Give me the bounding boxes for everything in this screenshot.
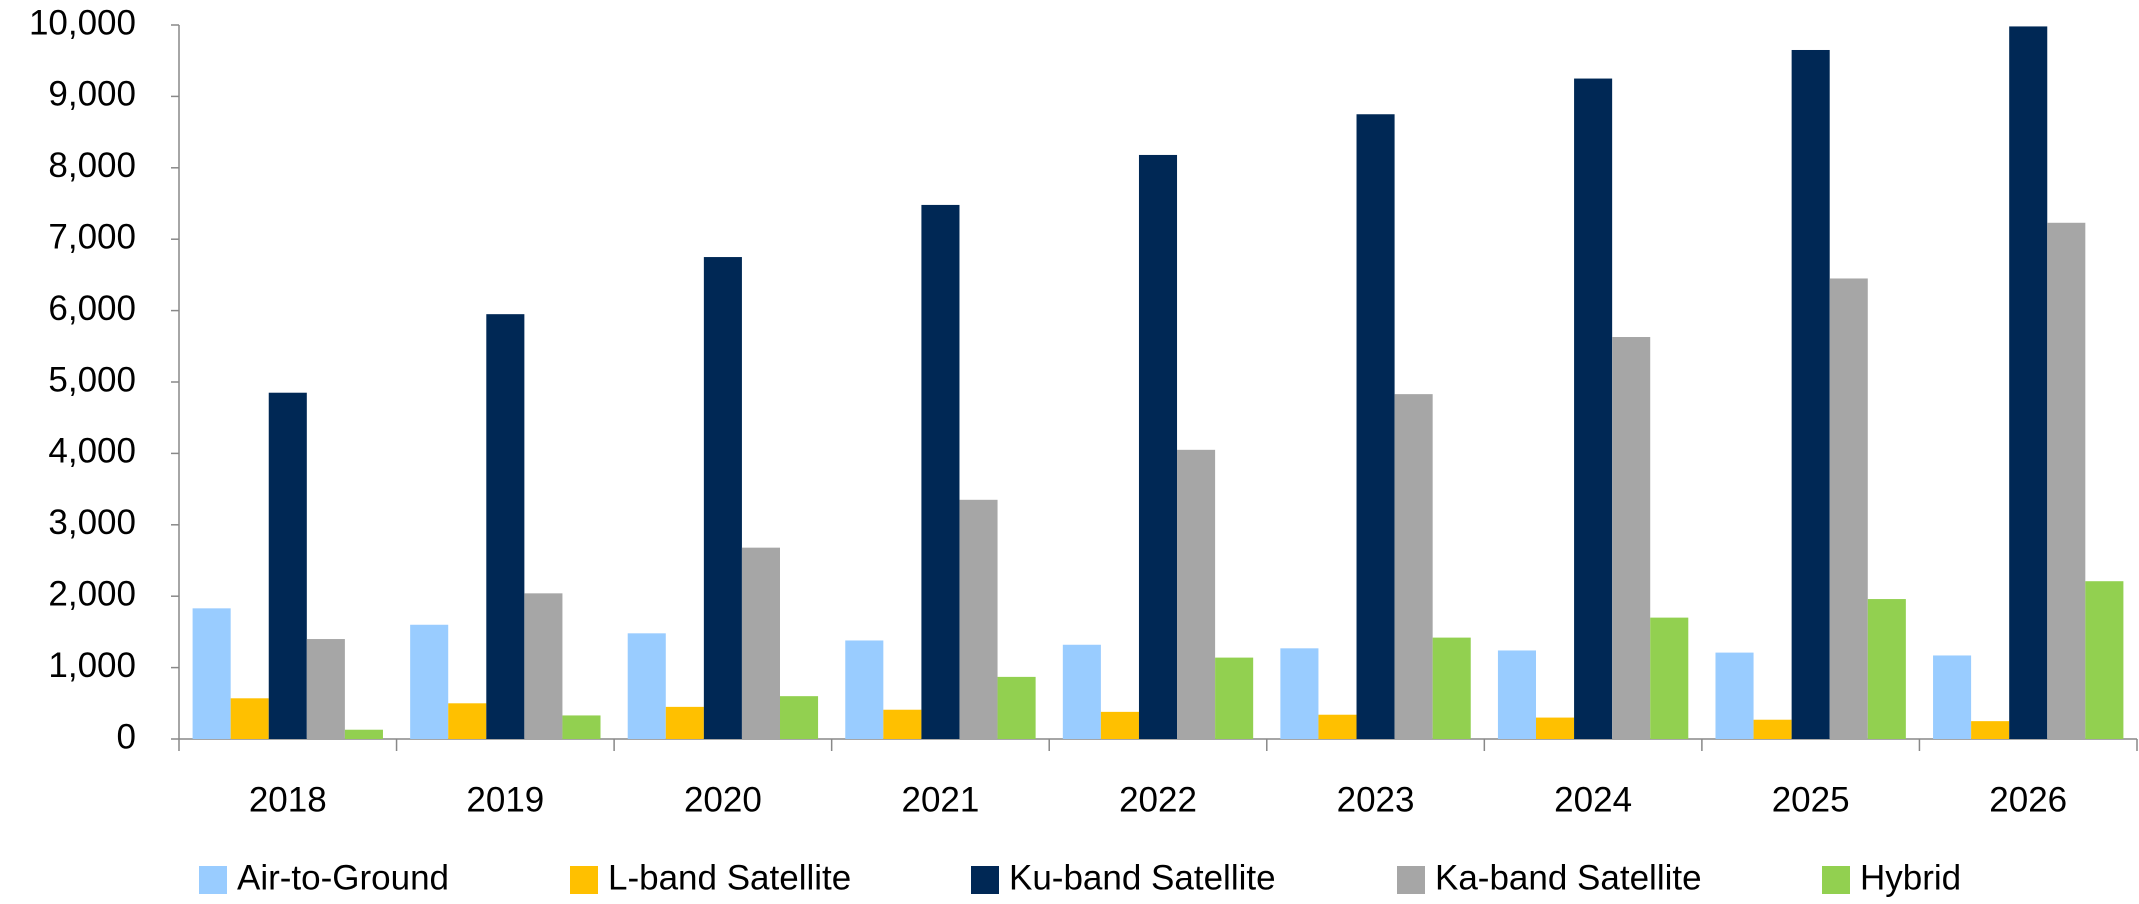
bar bbox=[779, 696, 819, 739]
bar bbox=[997, 676, 1036, 739]
y-tick-label: 0 bbox=[117, 717, 136, 756]
bar bbox=[2009, 26, 2048, 740]
bar bbox=[921, 204, 960, 740]
bar bbox=[1829, 278, 1868, 739]
bar bbox=[1612, 337, 1651, 739]
bar bbox=[192, 608, 231, 739]
bar bbox=[1536, 717, 1575, 739]
bar bbox=[1356, 114, 1395, 739]
x-tick-label: 2023 bbox=[1337, 780, 1415, 819]
bar bbox=[410, 624, 449, 739]
bar bbox=[1497, 650, 1537, 739]
y-tick-label: 2,000 bbox=[48, 574, 136, 613]
y-tick-label: 4,000 bbox=[48, 432, 136, 471]
bar bbox=[959, 499, 998, 739]
bar bbox=[306, 639, 345, 739]
x-tick-label: 2021 bbox=[902, 780, 980, 819]
bar bbox=[486, 314, 525, 739]
x-tick-label: 2024 bbox=[1554, 780, 1632, 819]
legend-label: Ka-band Satellite bbox=[1435, 858, 1702, 897]
bar bbox=[1318, 714, 1357, 739]
bar bbox=[883, 709, 922, 739]
y-tick-label: 1,000 bbox=[48, 646, 136, 685]
bar bbox=[1574, 78, 1613, 740]
x-tick-label: 2020 bbox=[684, 780, 762, 819]
bar bbox=[1100, 711, 1139, 739]
x-tick-label: 2022 bbox=[1119, 780, 1197, 819]
x-tick-label: 2025 bbox=[1772, 780, 1850, 819]
bar bbox=[1933, 655, 1972, 739]
legend-label: Ku-band Satellite bbox=[1009, 858, 1276, 897]
y-tick-label: 10,000 bbox=[29, 3, 136, 42]
bar bbox=[1138, 154, 1178, 739]
bar bbox=[1394, 394, 1433, 739]
y-tick-label: 9,000 bbox=[48, 75, 136, 114]
bar bbox=[344, 729, 383, 739]
legend-swatch bbox=[971, 866, 999, 894]
legend-swatch bbox=[570, 866, 598, 894]
bar bbox=[1062, 644, 1101, 739]
y-tick-label: 5,000 bbox=[48, 360, 136, 399]
bar bbox=[703, 257, 742, 739]
bar bbox=[2047, 222, 2086, 739]
x-tick-label: 2019 bbox=[466, 780, 544, 819]
bar bbox=[845, 640, 884, 739]
bar bbox=[268, 392, 307, 739]
y-tick-label: 6,000 bbox=[48, 289, 136, 328]
legend-label: Hybrid bbox=[1860, 858, 1961, 897]
bar bbox=[1867, 599, 1906, 739]
y-tick-label: 3,000 bbox=[48, 503, 136, 542]
bar bbox=[1753, 719, 1792, 739]
x-tick-label: 2018 bbox=[249, 780, 327, 819]
bar bbox=[627, 633, 666, 739]
bar bbox=[665, 706, 704, 739]
bar bbox=[1177, 449, 1216, 739]
legend-label: Air-to-Ground bbox=[237, 858, 449, 897]
bar bbox=[741, 547, 780, 739]
bar bbox=[448, 703, 487, 739]
legend-swatch bbox=[1397, 866, 1425, 894]
x-tick-label: 2026 bbox=[1989, 780, 2067, 819]
bar bbox=[1280, 648, 1319, 739]
legend-label: L-band Satellite bbox=[608, 858, 851, 897]
bar bbox=[1971, 721, 2010, 739]
bar bbox=[2085, 581, 2124, 739]
bar bbox=[1432, 637, 1471, 739]
bar bbox=[562, 715, 601, 739]
y-tick-label: 7,000 bbox=[48, 217, 136, 256]
bar bbox=[1791, 49, 1830, 740]
bar bbox=[524, 593, 563, 739]
bar bbox=[230, 698, 269, 739]
legend-swatch bbox=[1822, 866, 1850, 894]
bar bbox=[1215, 657, 1254, 739]
bar bbox=[1650, 617, 1689, 739]
legend-swatch bbox=[199, 866, 227, 894]
bar bbox=[1715, 652, 1754, 739]
y-tick-label: 8,000 bbox=[48, 146, 136, 185]
